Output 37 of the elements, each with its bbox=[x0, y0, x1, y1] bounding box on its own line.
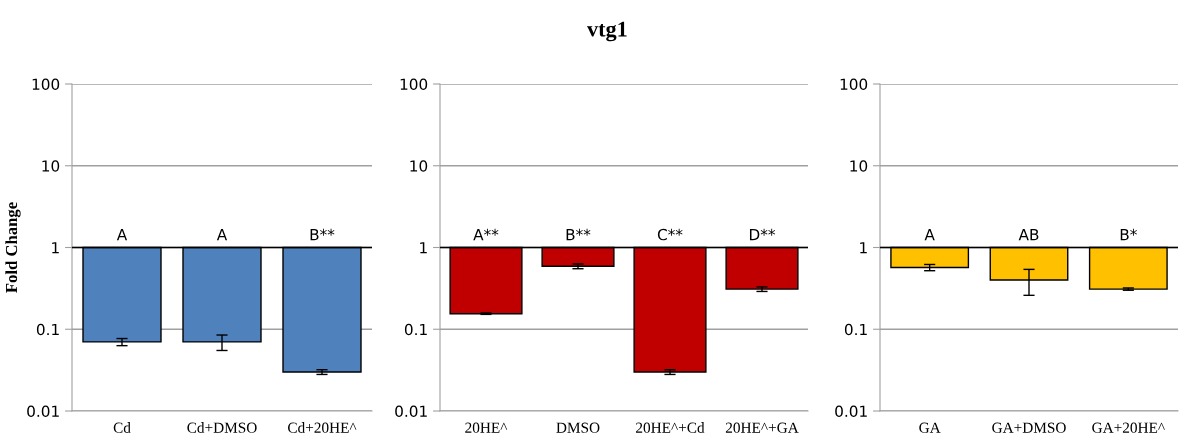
x-tick-label: Cd bbox=[113, 422, 131, 433]
y-tick-label: 0.1 bbox=[844, 323, 867, 336]
x-tick-label: 20HE^ bbox=[465, 422, 508, 433]
y-tick-label: 0.1 bbox=[36, 323, 59, 336]
x-tick-label: Cd+20HE^ bbox=[288, 422, 357, 433]
annotation: C** bbox=[657, 228, 683, 241]
y-tick-label: 1 bbox=[860, 242, 867, 254]
annotation: A** bbox=[473, 228, 499, 241]
y-axis-title: Fold Change bbox=[5, 202, 21, 293]
annotation: AB bbox=[1018, 229, 1039, 241]
annotation: A bbox=[924, 229, 935, 241]
x-tick-label: 20HE^+Cd bbox=[636, 422, 705, 433]
y-tick-label: 1 bbox=[420, 242, 427, 254]
y-tick-label: 0.01 bbox=[395, 405, 427, 418]
y-tick-label: 10 bbox=[42, 160, 60, 172]
x-tick-label: Cd+DMSO bbox=[187, 422, 257, 433]
x-tick-label: GA+20HE^ bbox=[1092, 422, 1165, 433]
annotation: D** bbox=[749, 228, 776, 241]
annotation: A bbox=[216, 229, 228, 241]
y-tick-label: 10 bbox=[850, 160, 868, 172]
y-tick-label: 0.01 bbox=[835, 405, 867, 418]
y-tick-label: 0.01 bbox=[27, 405, 59, 418]
x-tick-label: GA bbox=[919, 422, 941, 433]
annotation: B** bbox=[310, 228, 335, 241]
x-tick-label: DMSO bbox=[556, 422, 600, 433]
y-tick-label: 1 bbox=[52, 242, 59, 254]
y-tick-label: 0.1 bbox=[404, 323, 427, 336]
y-tick-label: 100 bbox=[32, 78, 60, 91]
y-tick-label: 100 bbox=[400, 78, 428, 91]
x-tick-label: 20HE^+GA bbox=[725, 422, 799, 433]
x-tick-label: GA+DMSO bbox=[992, 422, 1066, 433]
y-tick-label: 10 bbox=[410, 160, 428, 172]
annotation: B** bbox=[566, 228, 591, 241]
annotation: B* bbox=[1120, 228, 1137, 241]
y-tick-label: 100 bbox=[840, 78, 868, 91]
chart-title: vtg1 bbox=[587, 21, 627, 42]
annotation: A bbox=[116, 229, 128, 241]
